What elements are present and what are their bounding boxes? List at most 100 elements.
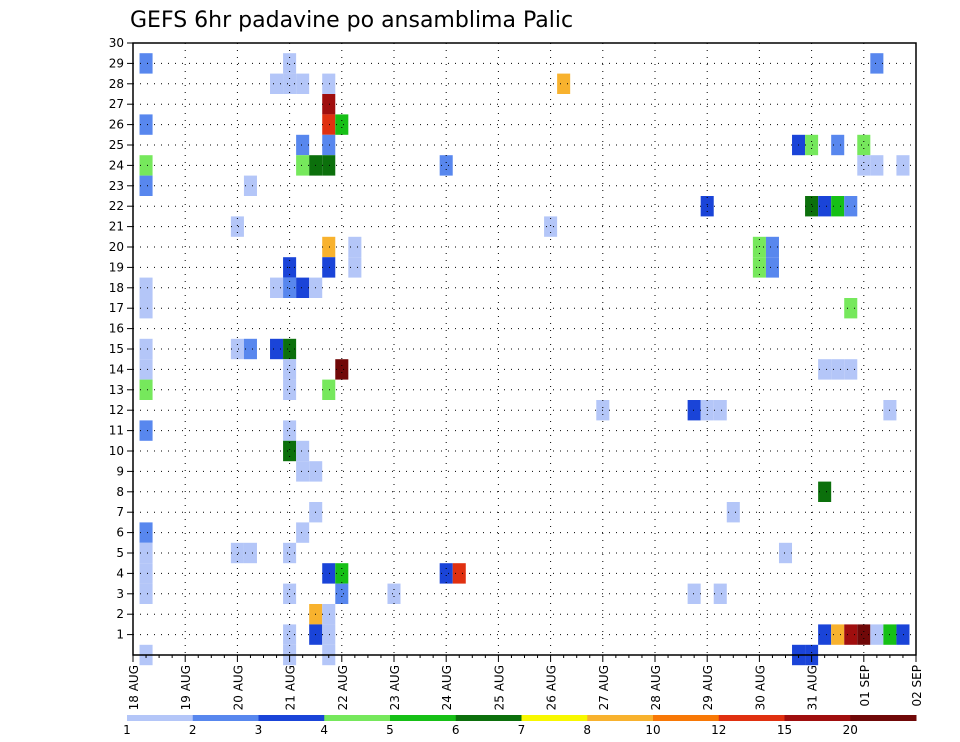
precip-cell <box>335 583 349 604</box>
y-tick-label: 29 <box>109 56 124 70</box>
precip-cell <box>348 257 362 278</box>
precip-cell <box>139 563 153 584</box>
precip-cell <box>818 624 832 645</box>
precip-cell <box>230 542 244 564</box>
precip-cell <box>296 522 310 543</box>
precip-cell <box>713 400 727 421</box>
y-tick-label: 16 <box>109 322 124 336</box>
y-tick-label: 22 <box>109 199 124 213</box>
precip-cell <box>322 236 336 258</box>
precip-cell <box>765 236 779 258</box>
legend-label: 10 <box>645 723 660 737</box>
x-tick-label: 30 AUG <box>753 665 767 710</box>
precip-cell <box>726 502 740 523</box>
y-tick-label: 21 <box>109 220 124 234</box>
y-tick-label: 28 <box>109 77 124 91</box>
legend-label: 12 <box>711 723 726 737</box>
precip-cell <box>857 155 871 176</box>
x-tick-label: 25 AUG <box>492 665 506 710</box>
x-tick-label: 28 AUG <box>649 665 663 710</box>
precip-cell <box>778 542 793 564</box>
legend-swatch <box>127 715 194 721</box>
precip-cell <box>283 73 297 94</box>
x-tick-label: 31 AUG <box>806 665 820 710</box>
precip-cell <box>831 134 845 156</box>
y-tick-label: 4 <box>116 566 124 580</box>
precip-cell <box>322 379 336 400</box>
legend-swatch <box>192 715 259 721</box>
legend-swatch <box>455 715 522 721</box>
precip-cell <box>870 155 884 176</box>
legend-label: 15 <box>777 723 792 737</box>
precip-cell <box>335 359 349 380</box>
color-legend: 1 2 3 4 5 6 7 8 10 12 15 20 <box>123 715 917 737</box>
precip-cell <box>805 134 819 156</box>
precip-cell <box>139 522 153 543</box>
precip-cell <box>896 155 910 176</box>
precip-cell <box>818 359 832 380</box>
precip-cell <box>243 338 257 360</box>
precip-cell <box>296 155 310 176</box>
precip-cell <box>713 583 727 604</box>
x-tick-label: 26 AUG <box>545 665 559 710</box>
y-tick-label: 11 <box>109 424 124 438</box>
legend-label: 1 <box>123 723 131 737</box>
chart-title: GEFS 6hr padavine po ansamblima Palic <box>130 8 573 33</box>
precip-cell <box>322 604 336 625</box>
precip-cell <box>283 440 297 462</box>
precip-cell <box>139 53 153 74</box>
precip-cell <box>139 420 153 441</box>
precip-cell <box>283 277 297 298</box>
y-tick-label: 7 <box>116 505 124 519</box>
y-tick-label: 27 <box>109 97 124 111</box>
precip-cell <box>857 134 871 156</box>
legend-swatch <box>521 715 588 721</box>
precip-cell <box>139 114 153 135</box>
precip-cell <box>243 542 257 564</box>
y-tick-label: 14 <box>109 362 124 376</box>
precip-cell <box>322 94 336 115</box>
precip-cell <box>687 583 701 604</box>
y-tick-label: 26 <box>109 118 124 132</box>
legend-label: 6 <box>452 723 460 737</box>
precip-cell <box>283 420 297 441</box>
precip-cell <box>283 359 297 380</box>
legend-swatch <box>390 715 457 721</box>
y-tick-label: 18 <box>109 281 124 295</box>
y-tick-label: 24 <box>109 158 124 172</box>
precip-cell <box>283 624 297 645</box>
precip-cell <box>335 563 349 584</box>
precip-cell <box>270 338 284 360</box>
y-axis-ticks: 1234567891011121314151617181920212223242… <box>109 36 133 642</box>
precip-cell <box>322 155 336 176</box>
precip-cell <box>687 400 701 421</box>
precip-cell <box>831 196 845 217</box>
precip-cell <box>139 338 153 360</box>
precip-cell <box>322 624 336 645</box>
precip-cell <box>230 216 244 237</box>
legend-swatch <box>587 715 654 721</box>
legend-swatch <box>258 715 325 721</box>
legend-label: 3 <box>255 723 263 737</box>
x-tick-label: 21 AUG <box>284 665 298 710</box>
precip-cell <box>322 257 336 278</box>
legend-swatch <box>718 715 785 721</box>
precip-cell <box>765 257 779 278</box>
x-tick-label: 20 AUG <box>231 665 245 710</box>
precip-cell <box>870 624 884 645</box>
y-tick-label: 12 <box>109 403 124 417</box>
precip-cell <box>870 53 884 74</box>
precip-cell <box>139 379 153 400</box>
precip-cell <box>139 277 153 298</box>
x-tick-label: 19 AUG <box>179 665 193 710</box>
x-tick-label: 18 AUG <box>127 665 141 710</box>
precip-cell <box>857 624 871 645</box>
precip-cell <box>348 236 362 258</box>
precip-cell <box>296 277 310 298</box>
precip-cell <box>322 114 336 135</box>
precip-cell <box>831 624 845 645</box>
x-tick-label: 23 AUG <box>388 665 402 710</box>
precip-cell <box>283 583 297 604</box>
y-tick-label: 5 <box>116 546 124 560</box>
precip-cell <box>831 359 845 380</box>
